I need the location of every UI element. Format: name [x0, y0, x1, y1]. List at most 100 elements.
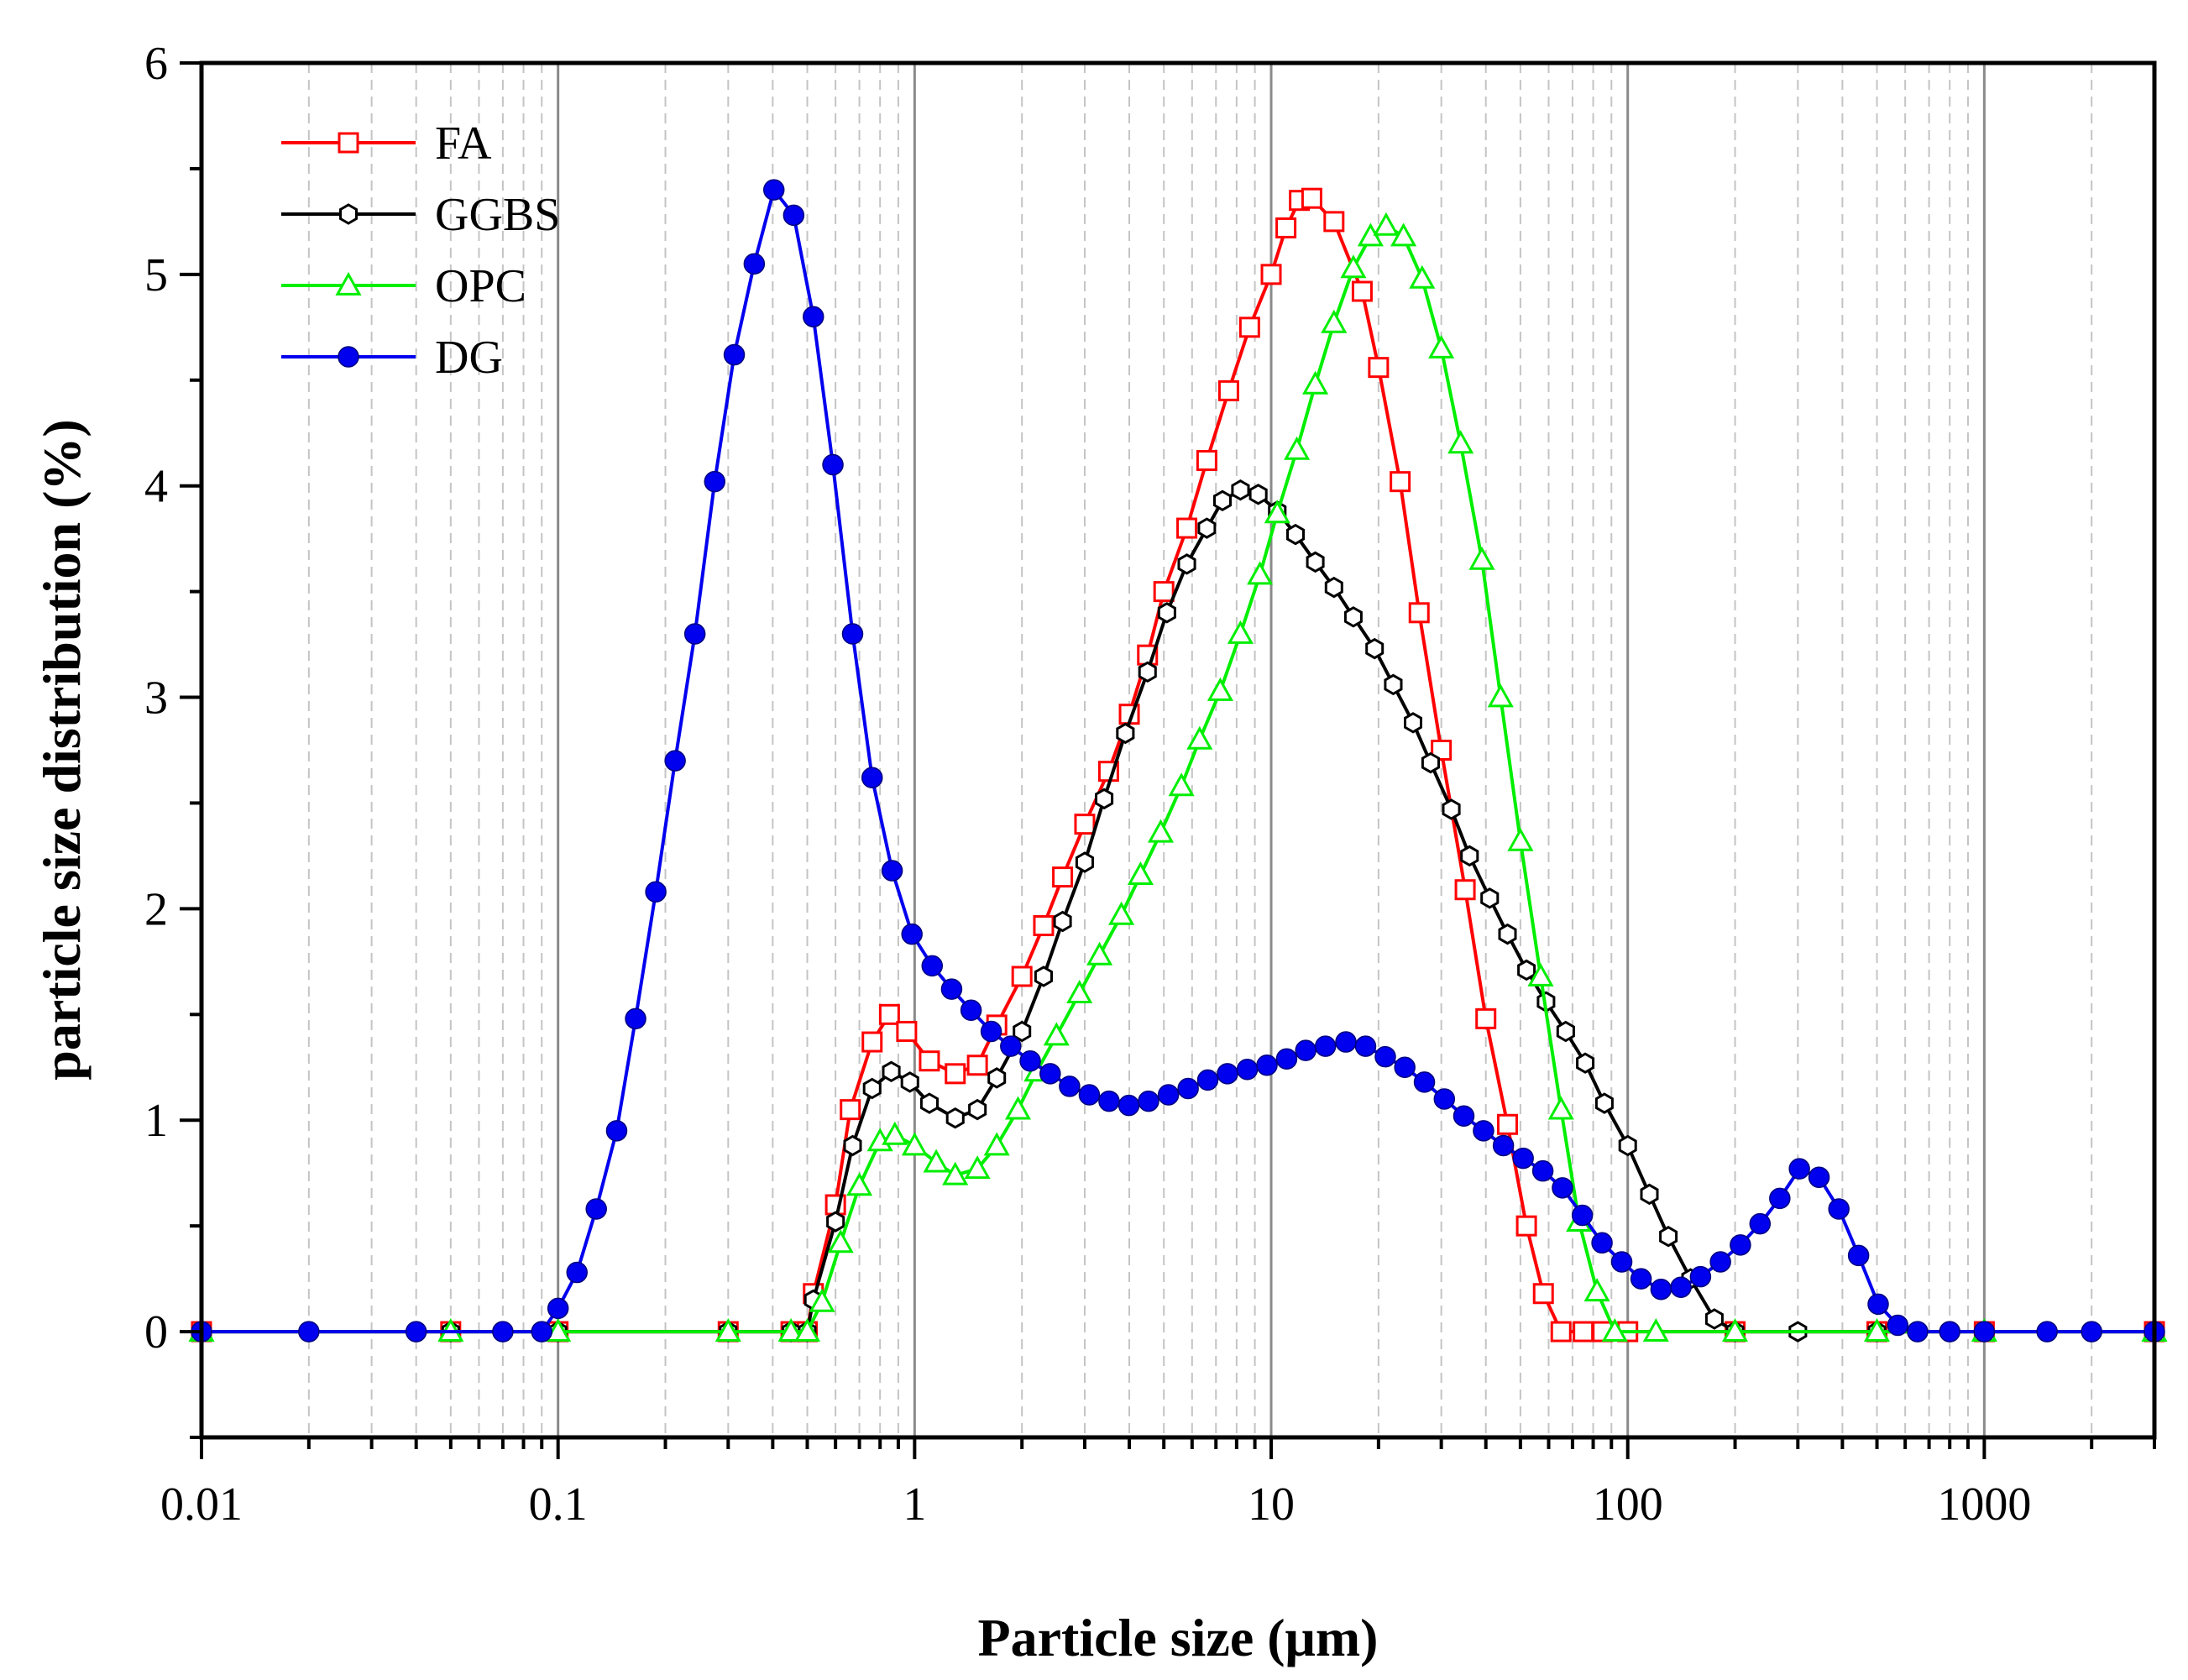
legend: FA GGBS OPC DG: [281, 118, 560, 384]
data-point-opc: [1340, 254, 1367, 279]
data-point-dg: [783, 204, 805, 227]
data-point-fa: [1033, 915, 1055, 937]
data-point-ggbs: [1704, 1308, 1724, 1330]
data-point-ggbs: [1197, 517, 1217, 539]
data-point-dg: [1492, 1134, 1515, 1157]
data-point-ggbs: [1324, 576, 1343, 599]
data-point-dg: [743, 253, 766, 275]
data-point-dg: [1196, 1069, 1219, 1091]
data-point-opc: [1721, 1318, 1749, 1342]
x-tick-label: 10: [1248, 1479, 1295, 1531]
data-point-dg: [1295, 1039, 1316, 1061]
data-point-dg: [1039, 1063, 1061, 1085]
legend-marker-opc: [335, 271, 362, 296]
data-point-dg: [1907, 1321, 1929, 1342]
data-point-dg: [1769, 1187, 1791, 1210]
data-point-dg: [1177, 1077, 1199, 1100]
data-point-dg: [566, 1261, 588, 1284]
data-point-opc: [1390, 222, 1417, 247]
data-point-ggbs: [1618, 1134, 1637, 1157]
data-point-dg: [1552, 1177, 1573, 1199]
data-point-dg: [1730, 1234, 1751, 1256]
y-tick-label: 5: [144, 249, 168, 301]
data-point-fa: [1074, 814, 1096, 835]
data-point-opc: [1321, 309, 1348, 333]
data-point-opc: [1168, 772, 1195, 797]
data-point-opc: [1247, 561, 1274, 585]
data-point-ggbs: [1640, 1183, 1659, 1206]
data-point-opc: [1127, 861, 1154, 885]
data-point-dg: [1709, 1251, 1731, 1273]
data-point-ggbs: [1034, 966, 1053, 987]
data-point-dg: [802, 306, 824, 327]
data-point-ggbs: [1576, 1052, 1595, 1074]
data-point-opc: [809, 1288, 835, 1312]
legend-item-dg: DG: [281, 332, 503, 384]
data-point-fa: [1351, 280, 1373, 302]
data-point-ggbs: [826, 1211, 845, 1233]
data-point-dg: [1236, 1059, 1259, 1081]
data-point-fa: [896, 1020, 918, 1042]
data-point-fa: [1573, 1321, 1594, 1342]
data-point-dg: [1887, 1314, 1909, 1337]
data-point-dg: [1453, 1105, 1475, 1127]
data-point-ggbs: [843, 1134, 862, 1157]
series-layer: [188, 179, 2168, 1342]
data-point-ggbs: [1404, 712, 1422, 734]
data-point-fa: [1153, 581, 1175, 603]
data-point-ggbs: [919, 1092, 939, 1114]
data-point-ggbs: [1517, 959, 1536, 981]
data-point-dg: [723, 343, 746, 366]
data-point-dg: [921, 955, 944, 977]
data-point-dg: [1828, 1198, 1850, 1220]
data-point-dg: [1059, 1076, 1081, 1097]
y-axis-title: particle size distribution (%): [32, 419, 92, 1080]
legend-item-opc: OPC: [281, 260, 526, 312]
legend-label-dg: DG: [435, 332, 503, 384]
x-tick-label: 1000: [1937, 1479, 2031, 1531]
data-point-ggbs: [1231, 479, 1250, 501]
data-point-dg: [1098, 1090, 1120, 1112]
data-point-dg: [1354, 1035, 1377, 1057]
data-point-ggbs: [1556, 1020, 1575, 1043]
x-tick-label: 0.1: [529, 1479, 588, 1531]
x-tick-label: 1: [903, 1479, 926, 1531]
data-point-dg: [861, 767, 883, 788]
series-ggbs: [192, 479, 2164, 1342]
data-point-dg: [1939, 1321, 1960, 1342]
data-point-dg: [1670, 1276, 1692, 1298]
data-point-ggbs: [1095, 788, 1114, 810]
x-tick-label: 100: [1593, 1479, 1663, 1531]
y-tick-label: 3: [144, 673, 168, 725]
data-point-opc: [1302, 370, 1329, 395]
data-point-ggbs: [1053, 910, 1072, 933]
data-point-opc: [1468, 546, 1495, 570]
data-point-dg: [1256, 1055, 1278, 1076]
data-point-fa: [1515, 1215, 1537, 1237]
data-point-dg: [1749, 1212, 1772, 1235]
data-point-fa: [1196, 449, 1217, 471]
data-point-dg: [664, 750, 686, 772]
legend-label-ggbs: GGBS: [435, 189, 560, 241]
y-tick-label: 2: [144, 883, 168, 935]
data-point-opc: [1601, 1318, 1628, 1342]
data-point-ggbs: [1177, 553, 1196, 575]
data-point-fa: [945, 1063, 966, 1085]
data-point-opc: [923, 1149, 950, 1173]
data-point-fa: [861, 1031, 883, 1053]
data-point-opc: [1284, 436, 1311, 460]
data-point-ggbs: [1306, 551, 1325, 573]
data-point-opc: [1428, 334, 1455, 359]
data-point-fa: [1368, 357, 1390, 379]
data-point-ggbs: [1138, 661, 1157, 683]
data-point-dg: [645, 881, 667, 903]
data-point-opc: [1373, 212, 1400, 236]
data-point-opc: [827, 1229, 854, 1253]
data-point-opc: [1147, 819, 1175, 843]
data-point-fa: [1260, 264, 1282, 285]
legend-item-ggbs: GGBS: [281, 189, 560, 241]
data-point-fa: [1275, 217, 1297, 238]
data-point-dg: [940, 978, 963, 1000]
data-point-opc: [1642, 1318, 1669, 1342]
data-point-ggbs: [862, 1077, 882, 1100]
